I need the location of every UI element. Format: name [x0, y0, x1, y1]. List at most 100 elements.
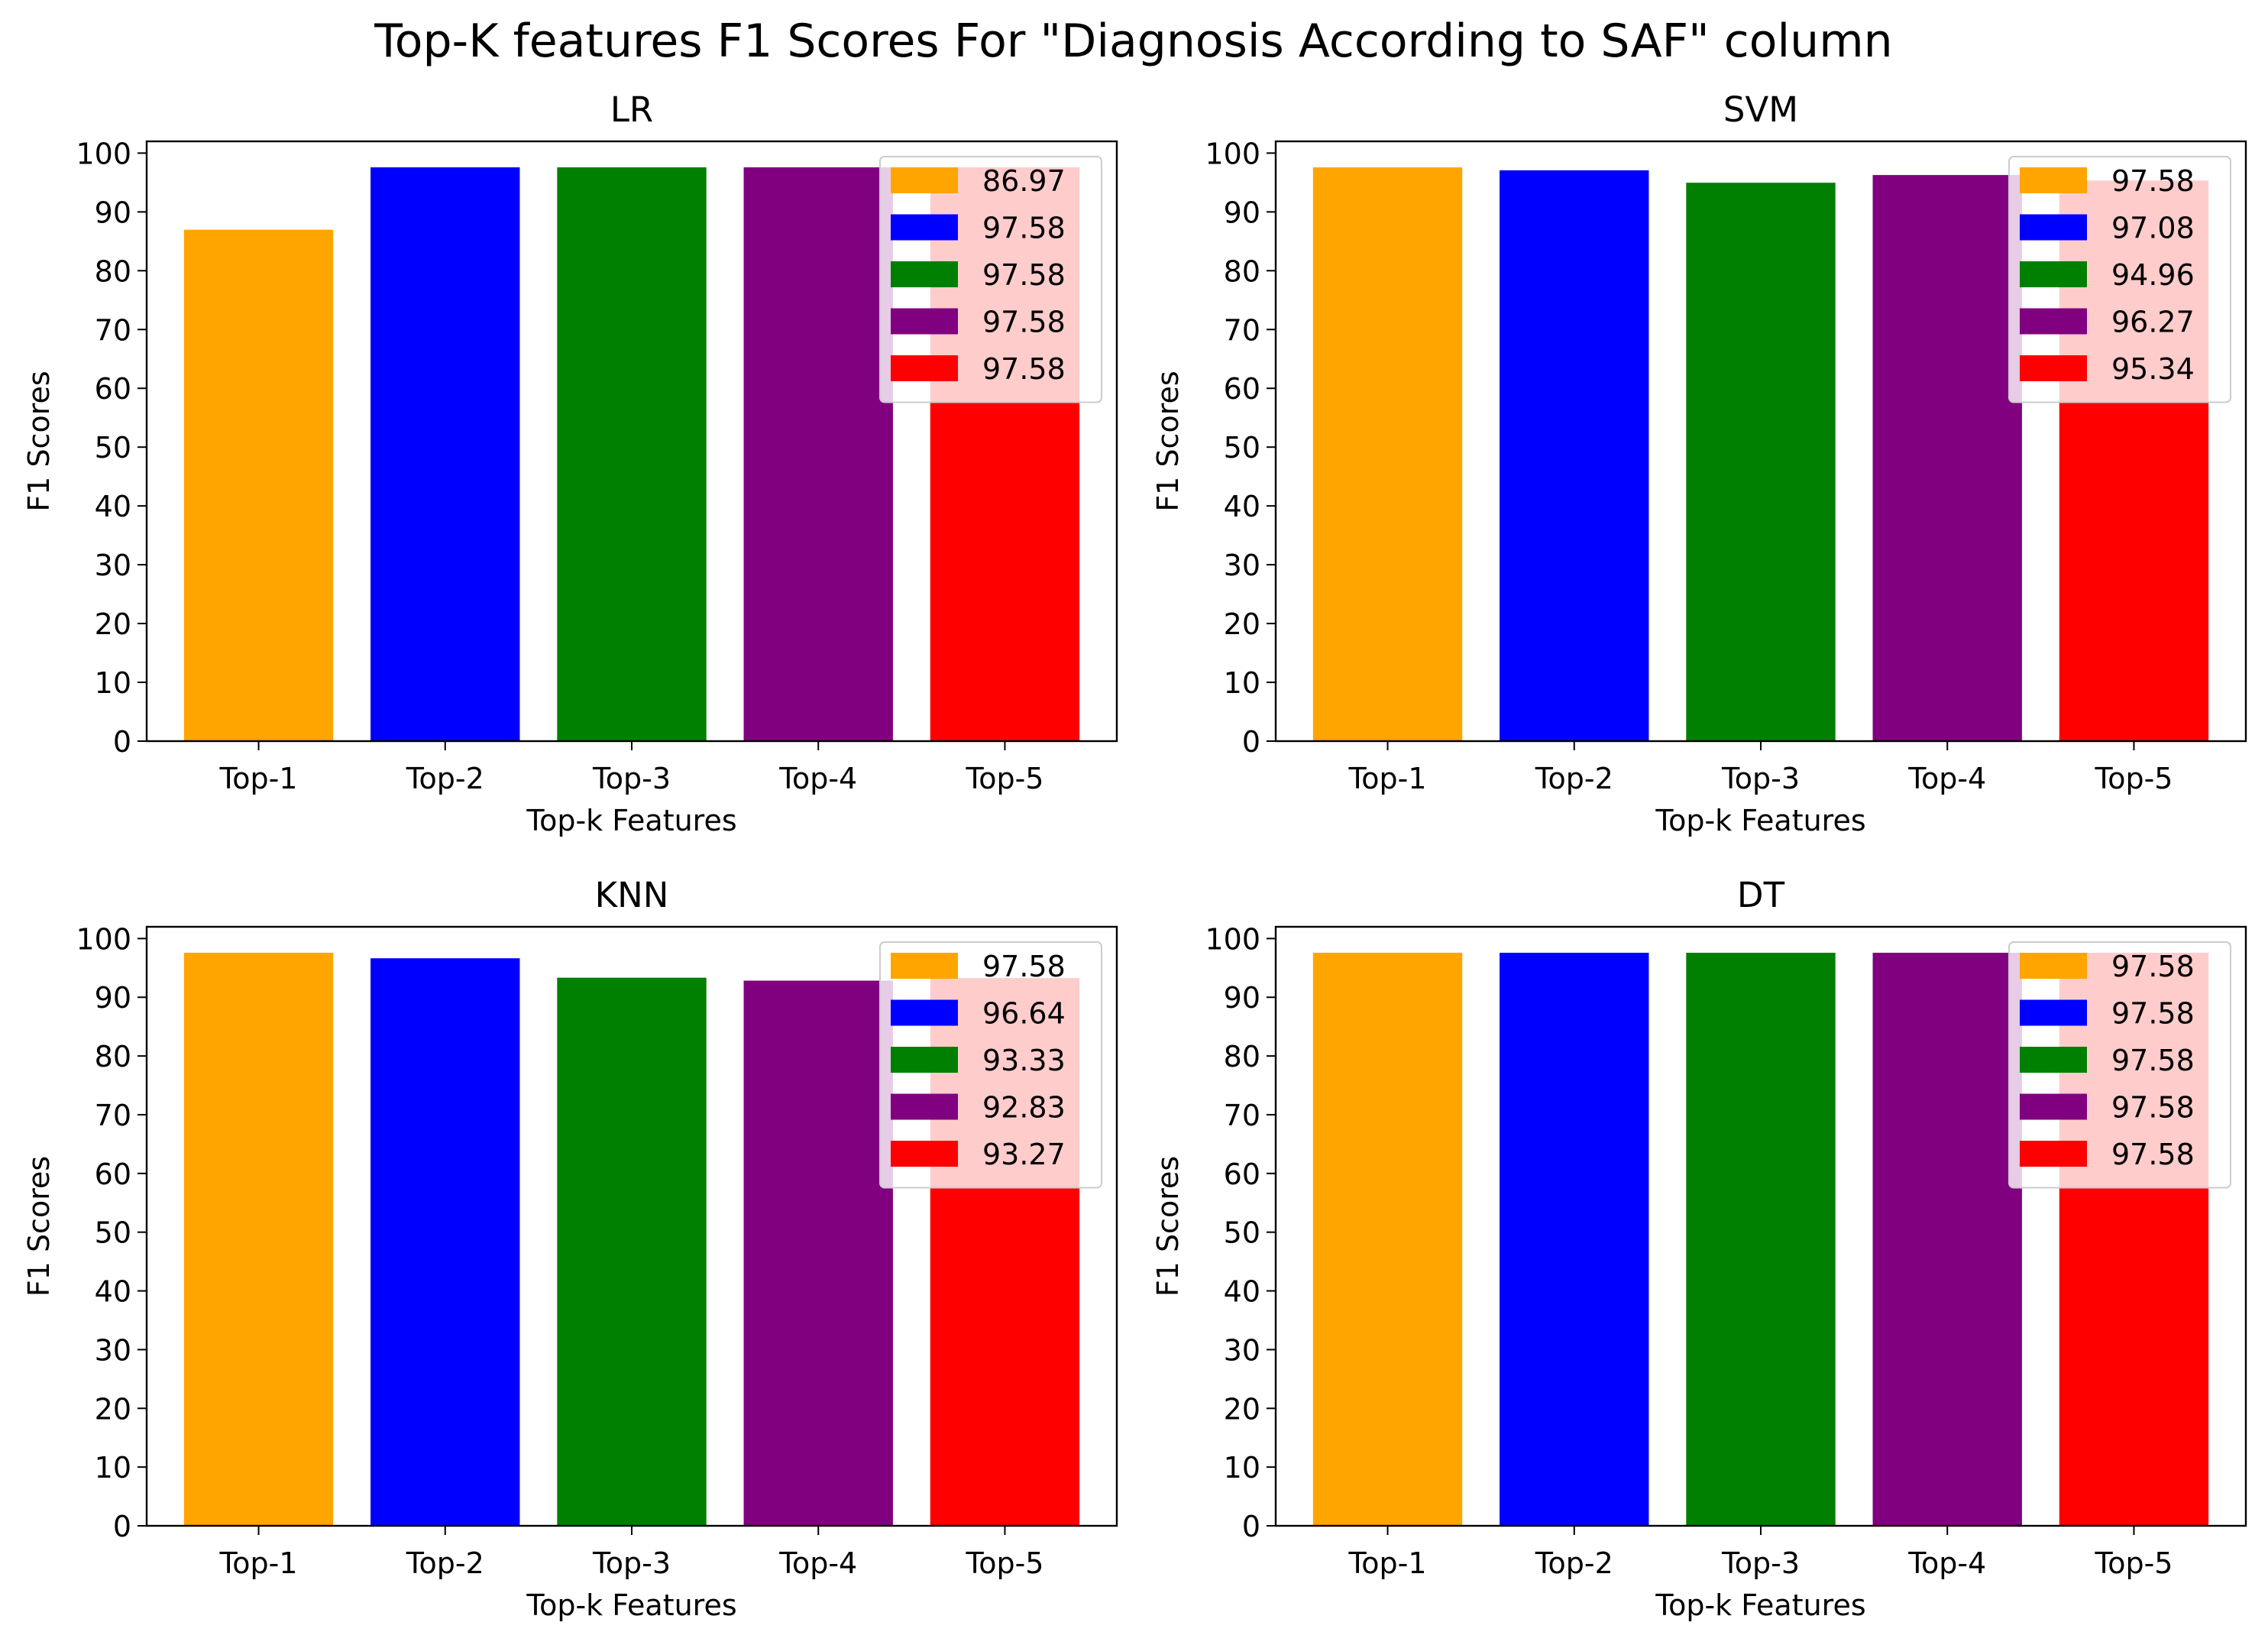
x-tick-label: Top-2: [1535, 1546, 1613, 1580]
legend-label: 97.58: [2111, 1091, 2195, 1125]
legend-swatch: [891, 953, 958, 979]
y-tick-label: 10: [95, 1451, 131, 1485]
legend-label: 97.58: [982, 212, 1066, 245]
subplot-title: LR: [610, 89, 653, 130]
bar: [557, 977, 707, 1526]
y-tick-label: 90: [95, 981, 131, 1015]
y-tick-label: 70: [95, 1099, 131, 1132]
legend-label: 97.58: [982, 258, 1066, 292]
y-tick-label: 10: [1224, 666, 1260, 700]
legend: 97.58 96.64 93.33 92.83 93.27: [879, 941, 1102, 1189]
y-tick-label: 40: [1224, 490, 1260, 523]
y-tick-label: 50: [1224, 431, 1260, 465]
y-tick-label: 90: [1224, 981, 1260, 1015]
x-axis-label: Top-k Features: [1655, 1588, 1865, 1622]
bar: [1500, 170, 1649, 742]
x-tick-label: Top-4: [1907, 1546, 1986, 1580]
legend-swatch: [2020, 261, 2087, 287]
x-tick-label: Top-3: [1721, 762, 1800, 795]
x-tick-label: Top-3: [592, 1546, 671, 1580]
x-tick-label: Top-4: [1907, 762, 1986, 795]
x-tick-label: Top-1: [1348, 1546, 1427, 1580]
legend-swatch: [891, 999, 958, 1026]
legend-swatch: [2020, 1047, 2087, 1073]
bar: [183, 952, 334, 1526]
x-tick-label: Top-4: [778, 762, 857, 795]
x-tick-label: Top-3: [1721, 1546, 1800, 1580]
bar: [1872, 175, 2022, 742]
y-axis-label: F1 Scores: [1151, 371, 1185, 511]
x-tick-label: Top-5: [965, 762, 1043, 795]
subplot-lr: 0 10 20 30 40 50 60 70 80 90 100 Top-1 Top-2 Top-3 Top…: [22, 89, 1118, 837]
bar: [1686, 952, 1836, 1526]
y-tick-label: 20: [1224, 607, 1260, 641]
legend-label: 97.58: [982, 306, 1066, 339]
y-tick-label: 40: [95, 490, 131, 523]
y-tick-label: 50: [95, 1216, 131, 1250]
legend-swatch: [2020, 999, 2087, 1026]
x-tick-label: Top-5: [965, 1546, 1043, 1580]
y-tick-label: 0: [113, 1510, 131, 1543]
legend-swatch: [2020, 1093, 2087, 1120]
legend: 86.97 97.58 97.58 97.58 97.58: [879, 156, 1102, 403]
subplot-title: SVM: [1723, 89, 1798, 130]
x-tick-label: Top-1: [1348, 762, 1427, 795]
x-tick-label: Top-2: [406, 1546, 484, 1580]
legend-swatch: [891, 261, 958, 287]
legend-label: 97.58: [982, 950, 1066, 983]
legend: 97.58 97.58 97.58 97.58 97.58: [2008, 941, 2231, 1189]
y-tick-label: 30: [1224, 549, 1260, 582]
x-tick-label: Top-5: [2094, 1546, 2173, 1580]
x-axis-label: Top-k Features: [526, 804, 736, 837]
y-tick-label: 60: [95, 1158, 131, 1191]
y-tick-label: 40: [1224, 1275, 1260, 1309]
x-axis-label: Top-k Features: [526, 1588, 736, 1622]
y-tick-label: 80: [95, 254, 131, 288]
y-tick-label: 70: [1224, 313, 1260, 347]
legend-swatch: [891, 1093, 958, 1120]
y-tick-label: 0: [1242, 725, 1260, 759]
y-tick-label: 50: [1224, 1216, 1260, 1250]
y-tick-label: 90: [1224, 196, 1260, 229]
bar: [370, 167, 520, 741]
y-tick-label: 50: [95, 431, 131, 465]
x-tick-label: Top-2: [406, 762, 484, 795]
legend-swatch: [891, 1047, 958, 1073]
y-tick-label: 40: [95, 1275, 131, 1309]
bar: [370, 958, 520, 1526]
legend-swatch: [2020, 214, 2087, 241]
legend-swatch: [891, 308, 958, 335]
y-tick-label: 90: [95, 196, 131, 229]
y-tick-label: 80: [1224, 254, 1260, 288]
y-tick-label: 80: [95, 1040, 131, 1073]
y-tick-label: 80: [1224, 1040, 1260, 1073]
y-tick-label: 0: [113, 725, 131, 759]
y-tick-label: 20: [95, 1392, 131, 1426]
legend-label: 97.58: [2111, 164, 2195, 198]
legend-label: 97.58: [2111, 950, 2195, 983]
figure-title: Top-K features F1 Scores For "Diagnosis …: [374, 15, 1892, 68]
y-tick-label: 30: [95, 1333, 131, 1367]
x-axis-label: Top-k Features: [1655, 804, 1865, 837]
legend-label: 97.58: [2111, 1138, 2195, 1171]
legend-swatch: [891, 167, 958, 193]
legend-label: 97.08: [2111, 212, 2195, 245]
legend-label: 92.83: [982, 1091, 1066, 1125]
x-tick-label: Top-1: [219, 1546, 298, 1580]
y-tick-label: 60: [1224, 372, 1260, 406]
subplot-title: DT: [1737, 875, 1785, 915]
legend-label: 95.34: [2111, 352, 2195, 386]
legend-label: 97.58: [2111, 997, 2195, 1031]
y-tick-label: 100: [76, 922, 131, 956]
y-tick-label: 60: [95, 372, 131, 406]
bar: [1312, 167, 1463, 741]
legend-swatch: [891, 214, 958, 241]
bar: [557, 167, 707, 741]
y-axis-label: F1 Scores: [1151, 1156, 1185, 1297]
legend-swatch: [2020, 308, 2087, 335]
legend-label: 96.27: [2111, 306, 2195, 339]
y-axis-label: F1 Scores: [22, 371, 56, 511]
legend: 97.58 97.08 94.96 96.27 95.34: [2008, 156, 2231, 403]
